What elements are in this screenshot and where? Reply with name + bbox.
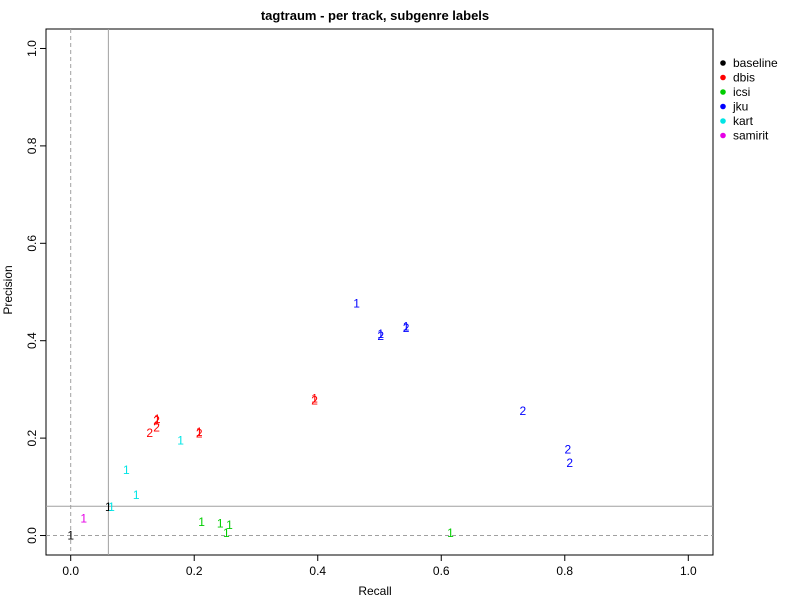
y-tick-label: 0.6: [25, 235, 39, 252]
data-point-kart: 1: [133, 488, 140, 502]
data-point-dbis: 2: [153, 414, 160, 428]
legend-label-icsi: icsi: [733, 85, 750, 99]
chart-title: tagtraum - per track, subgenre labels: [261, 8, 489, 23]
data-point-dbis: 2: [153, 420, 160, 434]
data-point-dbis: 2: [311, 394, 318, 408]
data-point-dbis: 1: [154, 412, 161, 426]
x-tick-label: 0.8: [556, 564, 573, 578]
legend-marker-baseline: [720, 60, 726, 66]
data-point-jku: 2: [565, 442, 572, 456]
legend-label-baseline: baseline: [733, 56, 778, 70]
data-point-baseline: 1: [67, 529, 74, 543]
legend-label-kart: kart: [733, 114, 754, 128]
data-point-kart: 1: [177, 434, 184, 448]
data-point-kart: 1: [108, 500, 115, 514]
data-point-dbis: 2: [146, 426, 153, 440]
x-axis-label: Recall: [358, 584, 391, 598]
x-tick-label: 0.6: [433, 564, 450, 578]
legend-label-jku: jku: [732, 100, 748, 114]
x-tick-label: 0.2: [186, 564, 203, 578]
data-point-kart: 1: [123, 463, 130, 477]
data-point-icsi: 1: [198, 515, 205, 529]
data-point-icsi: 1: [226, 518, 233, 532]
legend-marker-icsi: [720, 89, 726, 95]
data-point-dbis: 1: [196, 425, 203, 439]
data-point-jku: 2: [566, 456, 573, 470]
y-tick-label: 0.4: [25, 332, 39, 349]
x-tick-label: 1.0: [680, 564, 697, 578]
y-tick-label: 0.8: [25, 137, 39, 154]
legend-label-dbis: dbis: [733, 71, 755, 85]
data-point-icsi: 1: [223, 526, 230, 540]
y-tick-label: 0.2: [25, 429, 39, 446]
data-point-jku: 2: [403, 321, 410, 335]
data-point-dbis: 1: [311, 392, 318, 406]
legend-marker-kart: [720, 118, 726, 124]
data-point-samirit: 1: [80, 511, 87, 525]
legend-marker-samirit: [720, 132, 726, 139]
x-tick-label: 0.4: [309, 564, 326, 578]
data-point-jku: 1: [353, 297, 360, 311]
data-point-icsi: 1: [447, 526, 454, 540]
y-axis-label: Precision: [1, 265, 15, 314]
plot-frame: [45, 28, 714, 556]
data-point-dbis: 2: [196, 427, 203, 441]
data-point-jku: 1: [403, 320, 410, 334]
x-tick-label: 0.0: [62, 564, 79, 578]
data-point-baseline: 1: [105, 500, 112, 514]
y-tick-label: 0.0: [25, 527, 39, 544]
legend-label-samirit: samirit: [733, 129, 769, 143]
y-tick-label: 1.0: [25, 40, 39, 57]
data-point-icsi: 1: [217, 516, 224, 530]
data-point-jku: 2: [519, 404, 526, 418]
data-point-jku: 2: [377, 329, 384, 343]
data-point-jku: 1: [377, 327, 384, 341]
legend-marker-dbis: [720, 74, 726, 81]
legend-marker-jku: [720, 103, 726, 110]
